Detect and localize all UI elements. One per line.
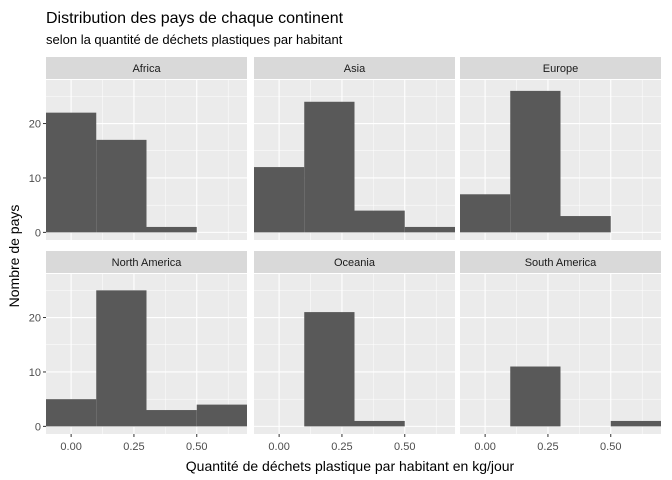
facet-europe: Europe [460,57,661,240]
y-tick-label: 0 [35,227,41,239]
histogram-bar [510,366,561,427]
facet-strip [460,251,661,273]
chart-subtitle: selon la quantité de déchets plastiques … [46,32,343,47]
chart-title: Distribution des pays de chaque continen… [46,10,344,27]
facet-label: South America [525,257,597,269]
histogram-bar [304,101,355,233]
facet-label: Africa [132,63,161,75]
x-tick-label: 0.00 [474,441,495,453]
histogram-bar [460,194,511,233]
histogram-bar [510,90,561,233]
histogram-bar [404,226,455,233]
facet-africa: Africa 0 10 20 [29,57,247,240]
facet-label: Oceania [334,257,376,269]
histogram-bar [46,399,97,427]
y-tick-label: 20 [29,119,41,131]
facet-strip [46,251,247,273]
histogram-bar [304,312,355,427]
histogram-bar [146,226,197,233]
facet-strip [254,57,455,79]
histogram-bar [610,420,661,427]
x-tick-label: 0.50 [394,441,415,453]
facet-oceania: Oceania 0.00 0.25 0.50 [254,251,455,453]
facet-label: North America [112,257,183,269]
x-tick-label: 0.50 [600,441,621,453]
histogram-bar [196,404,247,427]
y-tick-label: 10 [29,173,41,185]
facet-label: Asia [344,63,366,75]
histogram-bar [354,210,405,233]
x-tick-label: 0.00 [60,441,81,453]
facet-asia: Asia [254,57,455,240]
y-tick-label: 0 [35,421,41,433]
x-axis-title: Quantité de déchets plastique par habita… [186,458,515,474]
histogram-bar [254,167,305,233]
histogram-bar [96,290,147,427]
histogram-bar [46,112,97,233]
x-tick-label: 0.00 [268,441,289,453]
facet-label: Europe [543,63,578,75]
histogram-bar [96,139,147,233]
x-tick-label: 0.50 [186,441,207,453]
facet-north-america: North America 0 10 20 0.00 0.25 0.50 [29,251,247,453]
facet-south-america: South America 0.00 0.25 0.50 [460,251,661,453]
y-axis-title: Nombre de pays [6,205,22,308]
x-tick-label: 0.25 [123,441,144,453]
histogram-bar [560,216,611,233]
facet-strip [254,251,455,273]
facet-panels: Africa 0 10 20 Asia Europe North America 0 10 20 0… [29,57,661,453]
facet-strip [460,57,661,79]
x-tick-label: 0.25 [537,441,558,453]
facet-strip [46,57,247,79]
histogram-bar [354,420,405,427]
histogram-bar [146,410,197,427]
y-tick-label: 10 [29,367,41,379]
y-tick-label: 20 [29,313,41,325]
x-tick-label: 0.25 [331,441,352,453]
